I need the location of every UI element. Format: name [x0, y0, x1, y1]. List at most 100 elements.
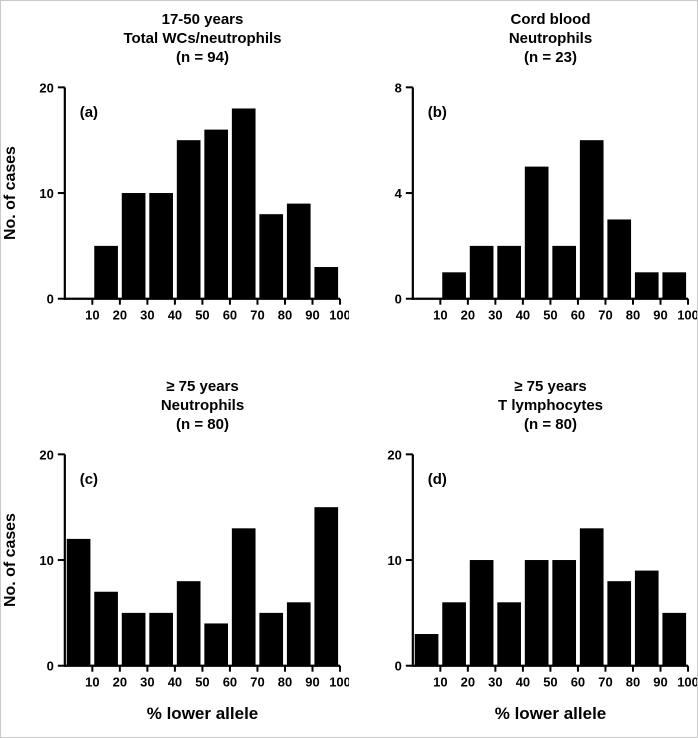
title-line: Total WCs/neutrophils: [123, 29, 282, 47]
bar: [176, 581, 201, 666]
x-tick-label: 90: [653, 308, 667, 323]
title-line: Cord blood: [510, 11, 591, 28]
y-tick-label: 10: [387, 553, 401, 568]
panel-letter: (d): [428, 471, 447, 488]
bar: [94, 246, 118, 299]
title-line: Neutrophils: [160, 396, 245, 414]
bar: [314, 507, 339, 666]
title-line: 17-50 years: [161, 11, 244, 28]
x-tick-label: 10: [433, 308, 447, 323]
bar: [149, 613, 173, 666]
y-tick-label: 8: [395, 81, 402, 96]
bar: [286, 602, 311, 666]
x-tick-label: 30: [140, 308, 154, 323]
x-tick-label: 10: [85, 308, 99, 323]
title-line: (n = 94): [176, 48, 229, 66]
bar: [414, 634, 439, 666]
bar: [94, 591, 118, 666]
x-tick-label: 10: [85, 675, 99, 690]
x-tick-label: 70: [598, 675, 612, 690]
bar: [524, 166, 549, 299]
panel-a: 17-50 years Total WCs/neutrophils (n = 9…: [1, 11, 349, 348]
x-tick-label: 70: [598, 308, 612, 323]
histogram-panel-d: 0 10 20 10 20 30 40 50 60 70 80 90 100 (d): [387, 448, 697, 690]
bar: [176, 140, 201, 299]
bar: [231, 528, 256, 666]
panel-c-title: ≥ 75 years Neutrophils (n = 80): [1, 378, 349, 434]
panel-letter: (c): [80, 471, 98, 488]
x-tick-label: 50: [543, 308, 557, 323]
bar: [552, 560, 577, 666]
bar: [66, 539, 91, 666]
y-tick-label: 20: [39, 81, 53, 96]
x-tick-label: 100: [329, 675, 349, 690]
y-tick-label: 0: [395, 659, 402, 674]
title-line: (n = 23): [524, 48, 577, 66]
bar: [634, 570, 659, 666]
panel-b: Cord blood Neutrophils (n = 23) 0 4 8 10 20 3…: [349, 11, 697, 348]
y-tick-label: 4: [395, 186, 403, 201]
bar: [662, 272, 687, 299]
title-line: (n = 80): [524, 415, 577, 433]
x-tick-label: 100: [677, 308, 697, 323]
bar: [231, 108, 256, 299]
title-line: T lymphocytes: [497, 396, 604, 414]
x-tick-label: 50: [195, 308, 209, 323]
y-tick-label: 10: [39, 553, 53, 568]
panel-a-title: 17-50 years Total WCs/neutrophils (n = 9…: [1, 11, 349, 67]
y-tick-label: 0: [47, 292, 54, 307]
title-line: ≥ 75 years: [514, 378, 587, 395]
x-tick-label: 20: [461, 675, 475, 690]
x-axis-title: % lower allele: [146, 704, 259, 724]
x-tick-label: 80: [626, 308, 640, 323]
histogram-panel-b: 0 4 8 10 20 30 40 50 60 70 80 90 100 (b): [395, 81, 697, 323]
bar: [634, 272, 659, 299]
y-axis-title: No. of cases: [2, 146, 19, 240]
panel-b-title: Cord blood Neutrophils (n = 23): [349, 11, 697, 67]
bar: [497, 602, 521, 666]
x-tick-label: 60: [223, 308, 237, 323]
y-tick-label: 0: [47, 659, 54, 674]
x-tick-label: 40: [168, 675, 182, 690]
bar: [314, 267, 339, 299]
histogram-panel-a: 0 10 20 10 20 30 40 50 60 70 80 90 100 (a) No. of case…: [2, 81, 349, 323]
bar: [662, 613, 687, 666]
bar: [524, 560, 549, 666]
x-tick-label: 70: [250, 308, 264, 323]
x-tick-label: 90: [305, 675, 319, 690]
bar: [149, 193, 173, 299]
bar: [121, 613, 146, 666]
x-tick-label: 90: [653, 675, 667, 690]
x-tick-label: 80: [626, 675, 640, 690]
title-line: (n = 80): [176, 415, 229, 433]
bar: [607, 581, 632, 666]
x-tick-label: 80: [278, 675, 292, 690]
bar: [607, 219, 632, 299]
x-tick-label: 60: [571, 675, 585, 690]
x-tick-label: 20: [113, 308, 127, 323]
x-tick-label: 10: [433, 675, 447, 690]
y-tick-label: 10: [39, 186, 53, 201]
bar: [579, 140, 604, 299]
x-tick-label: 50: [543, 675, 557, 690]
panel-letter: (a): [80, 104, 98, 121]
bar: [552, 246, 577, 299]
x-tick-label: 40: [516, 308, 530, 323]
bar: [579, 528, 604, 666]
x-tick-label: 20: [113, 675, 127, 690]
x-tick-label: 30: [140, 675, 154, 690]
bar: [442, 272, 466, 299]
bar: [259, 613, 284, 666]
x-tick-label: 50: [195, 675, 209, 690]
x-tick-label: 20: [461, 308, 475, 323]
bar: [497, 246, 521, 299]
bar: [469, 560, 494, 666]
bar: [204, 623, 229, 666]
y-axis-title: No. of cases: [2, 513, 19, 607]
title-line: Neutrophils: [508, 29, 593, 47]
bar: [259, 214, 284, 299]
histogram-panel-c: 0 10 20 10 20 30 40 50 60 70 80 90 100 (c) No. of case…: [2, 448, 349, 690]
x-tick-label: 40: [516, 675, 530, 690]
panel-c: ≥ 75 years Neutrophils (n = 80) 0 10 20 10 2…: [1, 378, 349, 737]
